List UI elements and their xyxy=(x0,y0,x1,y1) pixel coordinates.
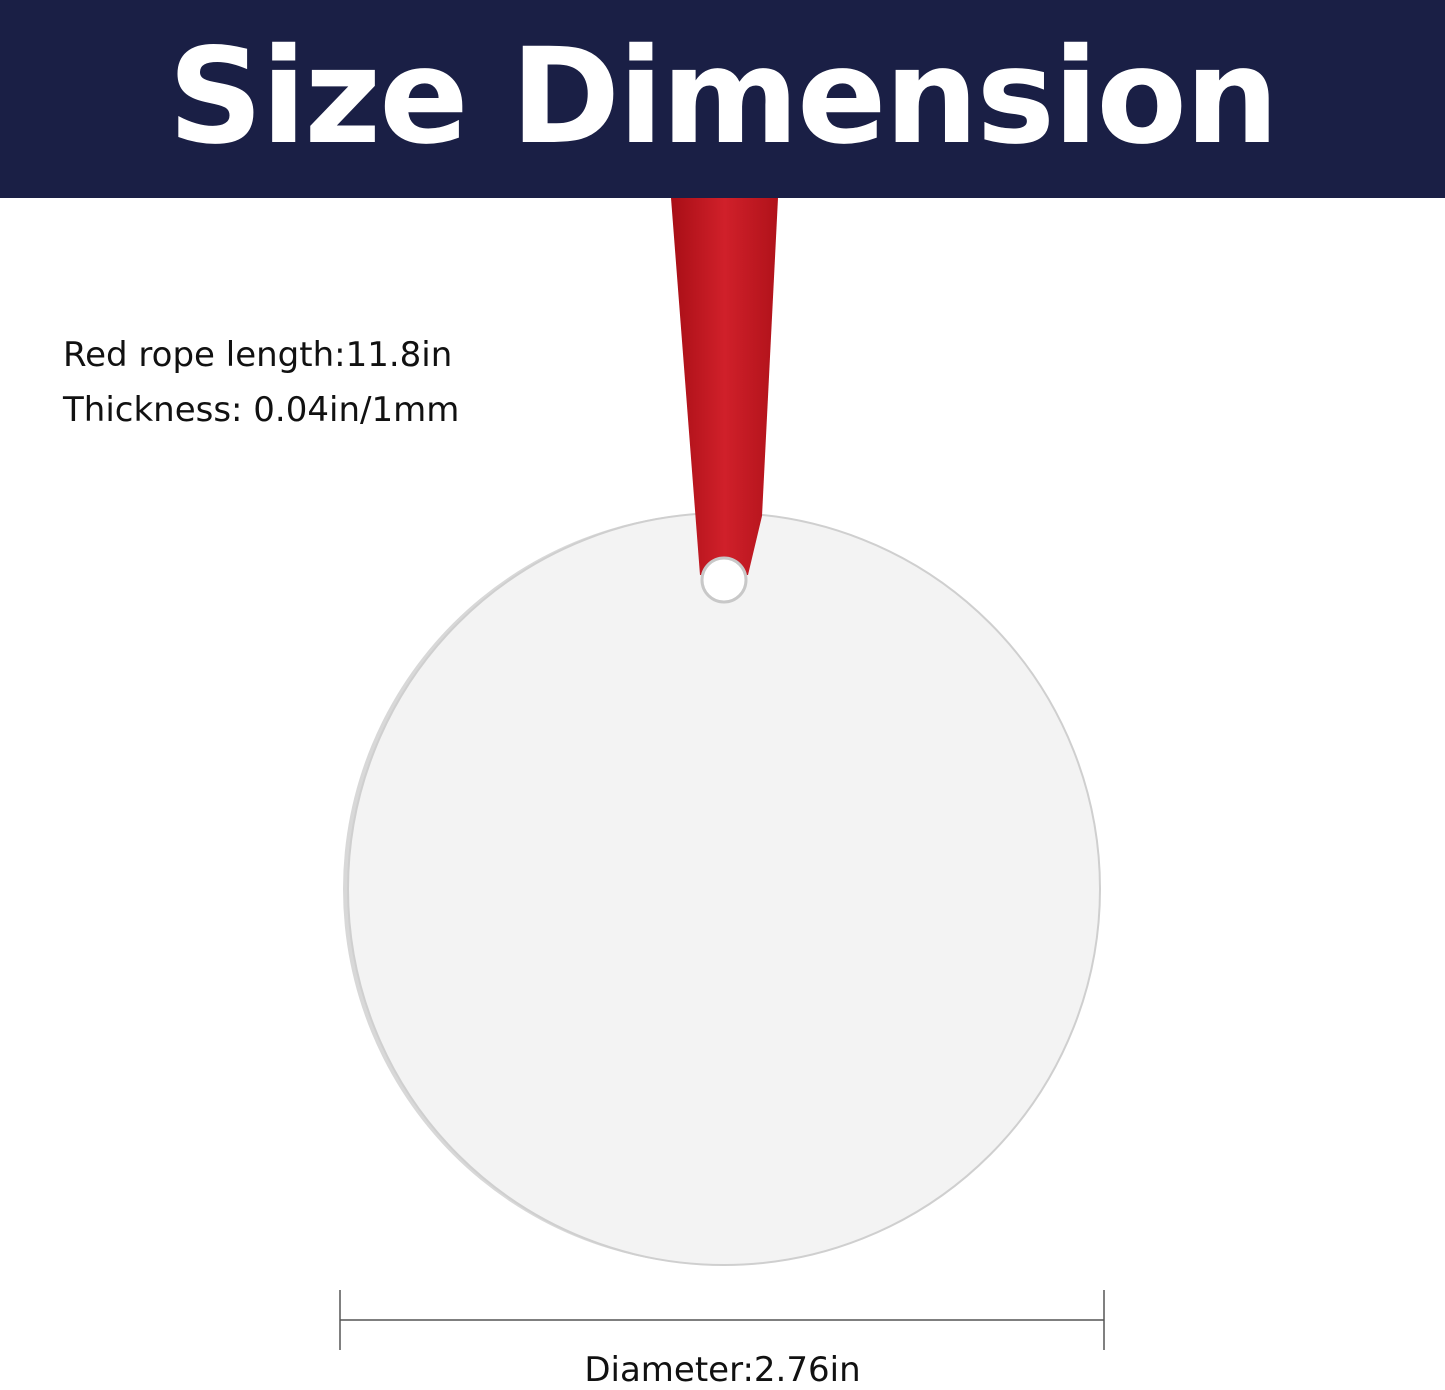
thickness-text: Thickness: 0.04in/1mm xyxy=(63,390,460,430)
header-banner: Size Dimension xyxy=(0,0,1445,198)
red-ribbon xyxy=(671,198,778,575)
round-ornament xyxy=(347,512,1101,1266)
rope-length-text: Red rope length:11.8in xyxy=(63,335,453,375)
diameter-measure-line xyxy=(339,1290,1105,1350)
page-title: Size Dimension xyxy=(168,20,1279,174)
diameter-label: Diameter:2.76in xyxy=(584,1350,861,1390)
hanging-hole xyxy=(700,556,748,604)
spec-list: Red rope length:11.8in Thickness: 0.04in… xyxy=(63,328,459,438)
